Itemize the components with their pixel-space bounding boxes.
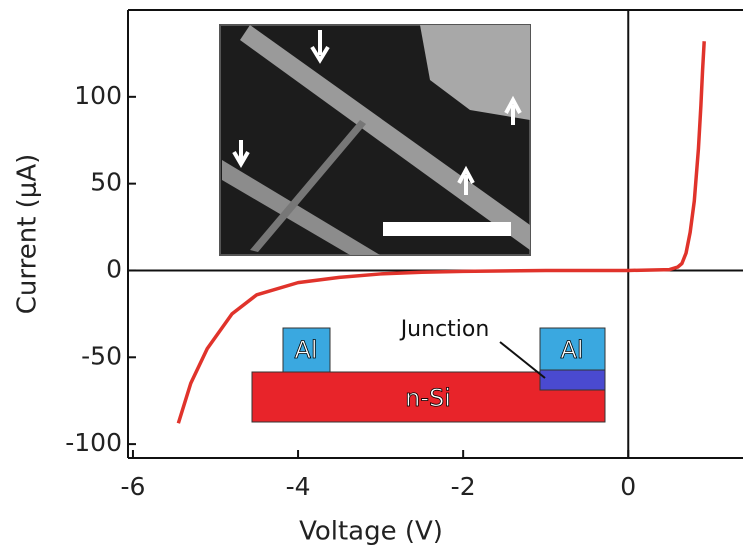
junction-label: Junction	[399, 317, 490, 342]
x-tick-label: -4	[286, 472, 311, 501]
sem-inset	[220, 25, 530, 255]
y-axis-label: Current (μA)	[13, 154, 43, 315]
y-tick-label: 50	[90, 168, 122, 197]
al-label: Al	[560, 336, 583, 364]
x-tick-label: 0	[620, 472, 636, 501]
x-tick-label: -2	[451, 472, 476, 501]
y-tick-label: 0	[106, 254, 122, 283]
x-axis-label: Voltage (V)	[299, 517, 443, 547]
device-schematic: Al Al Junction n-Si	[252, 317, 605, 422]
y-tick-label: -50	[81, 341, 122, 370]
junction-region	[540, 370, 605, 390]
al-label: Al	[294, 336, 317, 364]
y-tick-label: -100	[65, 428, 122, 457]
chart: Al Al Junction n-Si Voltage (V) Current …	[0, 0, 743, 546]
x-tick-label: -6	[120, 472, 145, 501]
scale-bar	[383, 222, 511, 236]
y-tick-label: 100	[74, 81, 122, 110]
substrate-label: n-Si	[405, 384, 451, 412]
